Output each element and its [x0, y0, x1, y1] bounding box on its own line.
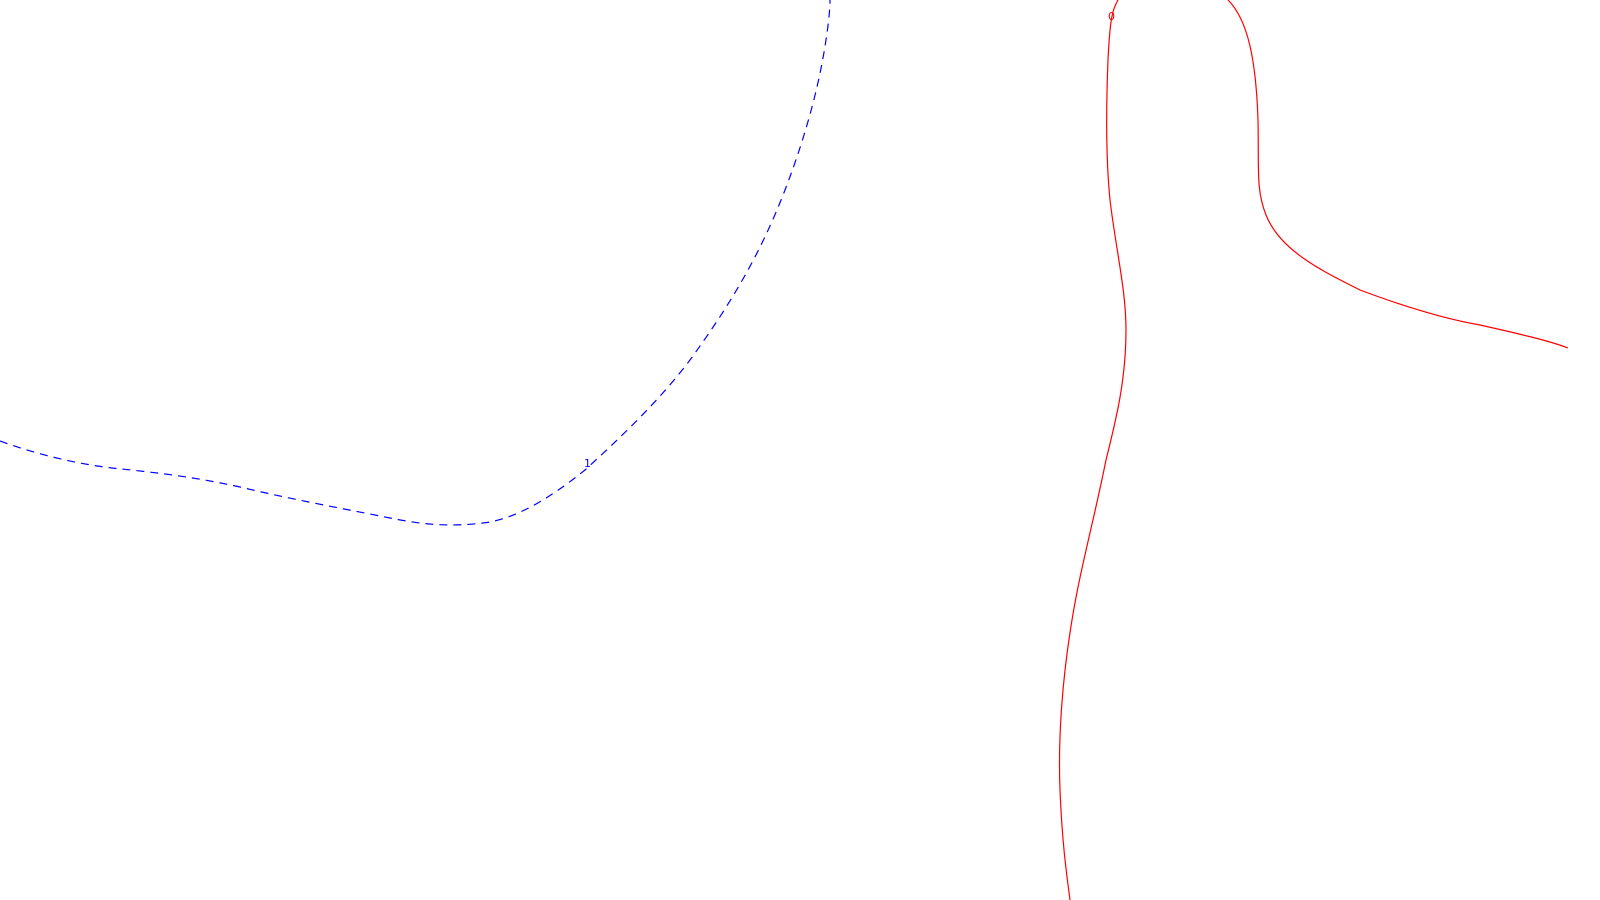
contour-line-level-0-left-branch: [1058, 0, 1127, 900]
contour-label-level-1: 1: [584, 457, 591, 470]
contour-line-level-0-right-branch: [1227, 0, 1569, 349]
contour-label-level-0: 0: [1108, 10, 1115, 23]
contour-line-level-1: [0, 0, 831, 526]
